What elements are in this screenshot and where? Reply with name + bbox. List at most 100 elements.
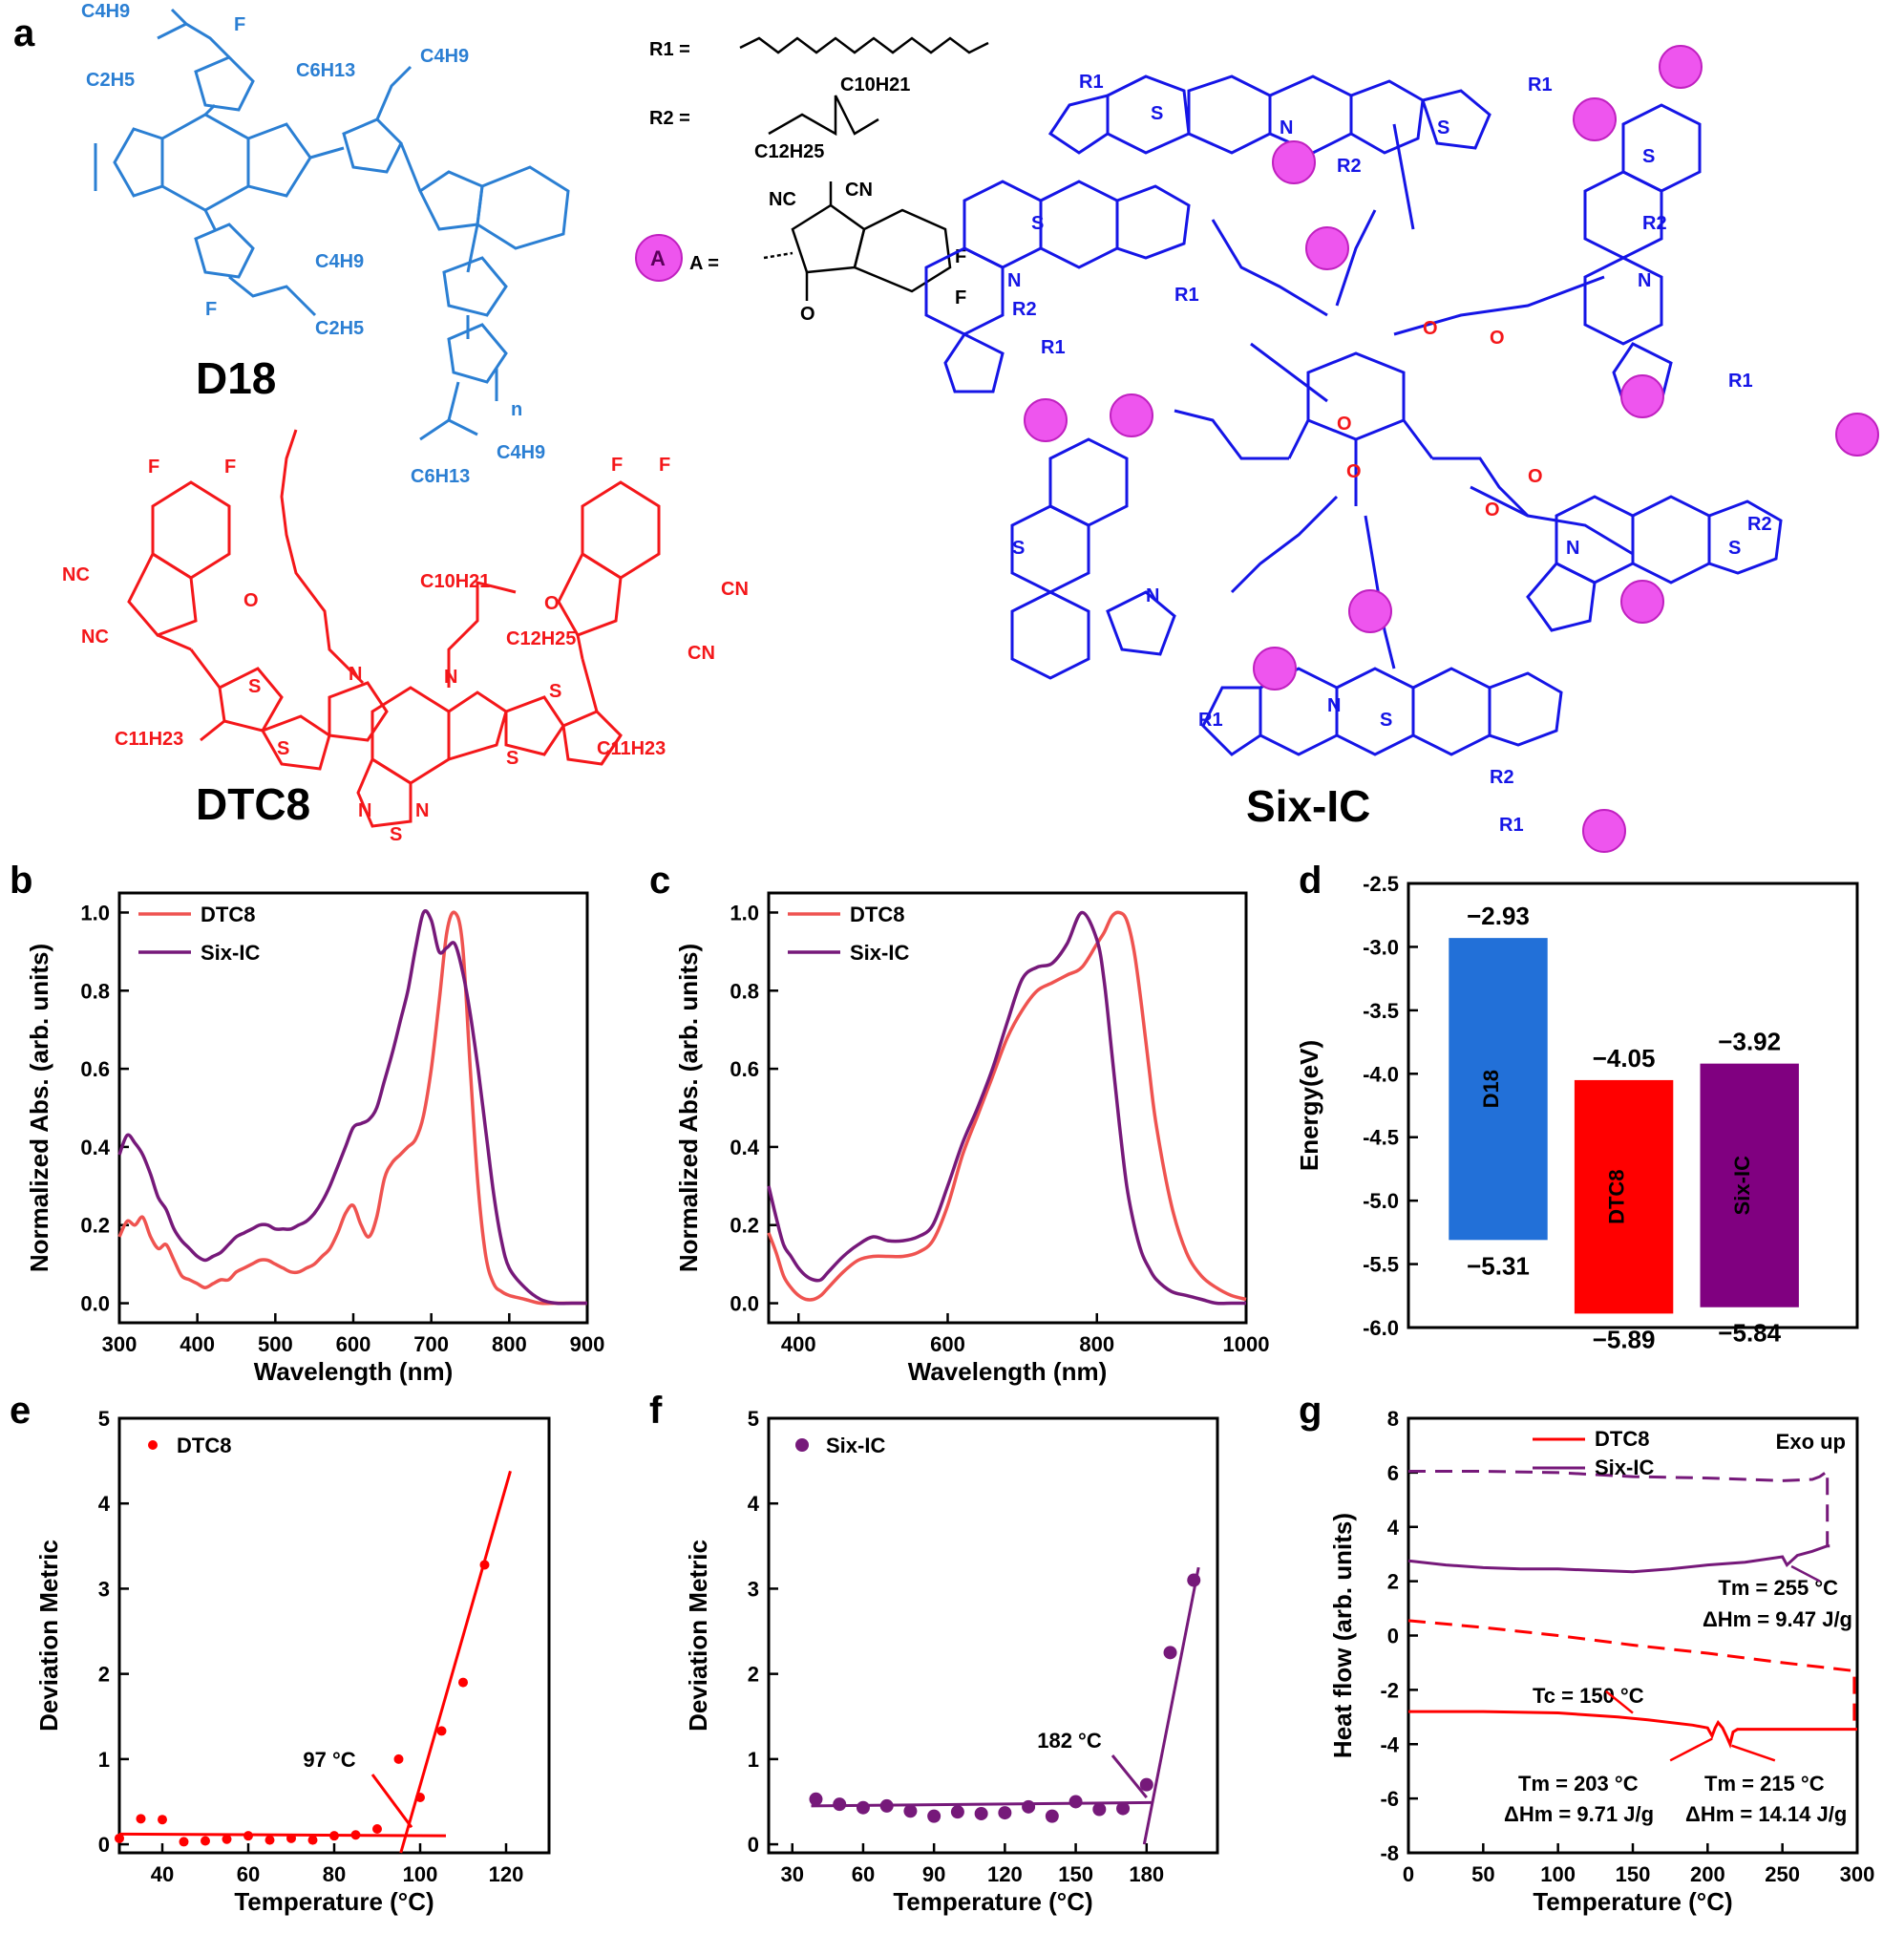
svg-text:R1: R1 xyxy=(1041,337,1066,358)
data-point xyxy=(115,1833,124,1843)
annotation-tm-sixic: Tm = 255 °C xyxy=(1718,1576,1838,1600)
sixic-acceptor-icon xyxy=(1620,580,1664,624)
series-line-six-ic xyxy=(767,910,1247,1306)
sixic-acceptor-icon xyxy=(1573,97,1617,141)
y-tick-label: 0.0 xyxy=(80,1292,110,1316)
panel-label-a: a xyxy=(13,12,35,54)
d18-structure xyxy=(94,8,570,441)
svg-text:C12H25: C12H25 xyxy=(754,141,824,162)
x-tick-label: 80 xyxy=(323,1862,346,1886)
y-tick-label: 2 xyxy=(1387,1570,1399,1594)
annotation-arrow xyxy=(1605,1690,1634,1714)
svg-text:N: N xyxy=(1146,585,1159,606)
sixic-acceptor-icon xyxy=(1582,809,1626,853)
svg-text:S: S xyxy=(1380,710,1392,731)
y-tick-label: 0.2 xyxy=(80,1214,110,1238)
y-axis-title: Deviation Metric xyxy=(34,1540,63,1732)
sixic-acceptor-icon xyxy=(1620,374,1664,418)
x-axis-title: Wavelength (nm) xyxy=(254,1357,453,1386)
panel-label-d: d xyxy=(1299,860,1322,902)
plot-frame xyxy=(767,891,1248,1325)
y-tick-label: -6.0 xyxy=(1363,1316,1399,1340)
y-tick-label: -2.5 xyxy=(1363,872,1399,896)
svg-text:CN: CN xyxy=(688,643,715,664)
panel-label-e: e xyxy=(10,1390,31,1432)
y-tick-label: 4 xyxy=(748,1492,760,1516)
dsc-curve xyxy=(1407,1619,1856,1730)
svg-text:O: O xyxy=(1528,466,1543,487)
dsc-curve xyxy=(1408,1468,1830,1548)
data-point xyxy=(158,1815,167,1825)
svg-text:N: N xyxy=(349,664,362,685)
x-axis-title: Temperature (°C) xyxy=(893,1887,1092,1916)
data-point xyxy=(458,1677,468,1688)
y-tick-label: 5 xyxy=(748,1407,759,1431)
x-tick-label: 900 xyxy=(570,1332,605,1356)
bar-name: DTC8 xyxy=(1605,1169,1629,1223)
svg-text:n: n xyxy=(511,399,522,420)
data-point xyxy=(998,1806,1012,1820)
y-axis-title: Deviation Metric xyxy=(684,1540,712,1732)
fit-line xyxy=(399,1470,512,1854)
svg-text:R2: R2 xyxy=(1747,514,1772,535)
legend-label: DTC8 xyxy=(201,903,255,926)
legend-marker xyxy=(795,1438,809,1452)
sixic-acceptor-icon xyxy=(1305,226,1349,270)
y-tick-label: -3.0 xyxy=(1363,935,1399,959)
energy-bar-dtc8 xyxy=(1574,1079,1674,1314)
series-line-dtc8 xyxy=(117,910,588,1306)
data-point xyxy=(1092,1802,1107,1817)
y-tick-label: -8 xyxy=(1380,1841,1399,1865)
x-tick-label: 800 xyxy=(1079,1332,1114,1356)
svg-text:N: N xyxy=(1566,538,1579,559)
y-tick-label: 6 xyxy=(1387,1461,1399,1485)
svg-text:R2: R2 xyxy=(1012,299,1037,320)
series-line-dtc8 xyxy=(767,910,1247,1302)
data-point xyxy=(879,1798,894,1813)
data-point xyxy=(1022,1799,1036,1814)
y-tick-label: 0.6 xyxy=(730,1057,759,1081)
svg-text:O: O xyxy=(1485,499,1500,521)
x-tick-label: 300 xyxy=(1840,1862,1875,1886)
svg-text:O: O xyxy=(1337,414,1352,435)
acceptor-circle-icon xyxy=(635,234,683,282)
y-tick-label: -4.5 xyxy=(1363,1126,1399,1150)
x-tick-label: 150 xyxy=(1616,1862,1651,1886)
svg-text:A: A xyxy=(650,246,666,270)
plot-frame xyxy=(117,891,589,1325)
energy-bar-d18 xyxy=(1449,938,1548,1241)
y-tick-label: 0 xyxy=(748,1833,759,1857)
svg-text:A =: A = xyxy=(689,253,719,274)
fit-line xyxy=(1142,1566,1200,1845)
annotation-arrow xyxy=(1790,1564,1821,1583)
annotation-arrow xyxy=(370,1774,413,1829)
y-tick-label: 0 xyxy=(1387,1625,1399,1648)
svg-text:C11H23: C11H23 xyxy=(597,738,666,759)
data-point xyxy=(974,1806,988,1820)
y-tick-label: -5.0 xyxy=(1363,1189,1399,1213)
data-point xyxy=(856,1800,870,1815)
x-tick-label: 40 xyxy=(151,1862,174,1886)
svg-text:F: F xyxy=(611,455,623,476)
x-tick-label: 120 xyxy=(489,1862,524,1886)
svg-text:C10H21: C10H21 xyxy=(420,571,490,592)
svg-text:C6H13: C6H13 xyxy=(411,466,470,487)
data-point xyxy=(479,1560,490,1570)
exo-note: Exo up xyxy=(1776,1430,1846,1454)
sixic-structure: R1 R1 R2 R2 R2 R2 R2 R1 R1 R1 R1 R1 S S … xyxy=(924,45,1879,853)
x-tick-label: 600 xyxy=(336,1332,371,1356)
sixic-acceptor-icon xyxy=(1659,45,1703,89)
svg-text:NC: NC xyxy=(62,564,90,585)
y-tick-label: 5 xyxy=(98,1407,110,1431)
data-point xyxy=(950,1805,964,1819)
transition-label: 182 °C xyxy=(1037,1729,1102,1753)
y-tick-label: 0 xyxy=(98,1833,110,1857)
svg-text:O: O xyxy=(544,593,560,614)
annotation-arrow xyxy=(1111,1754,1148,1798)
x-tick-label: 400 xyxy=(180,1332,215,1356)
svg-text:F: F xyxy=(659,455,670,476)
svg-text:R1: R1 xyxy=(1198,710,1223,731)
x-tick-label: 60 xyxy=(237,1862,260,1886)
y-tick-label: 1.0 xyxy=(80,901,110,924)
svg-text:N: N xyxy=(1638,270,1651,291)
